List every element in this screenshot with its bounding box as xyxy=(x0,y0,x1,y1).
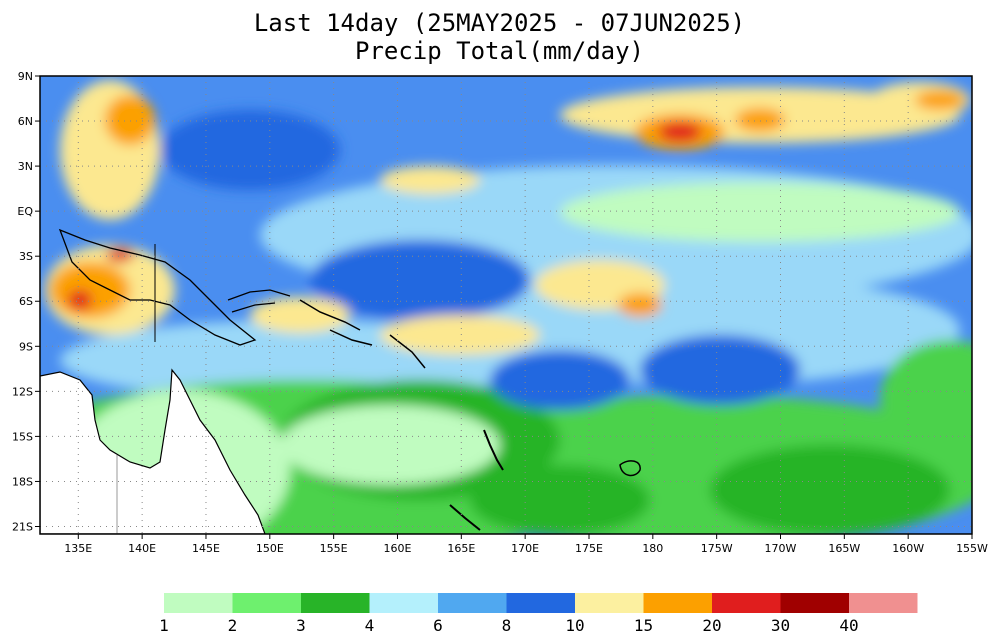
legend-label: 6 xyxy=(433,616,443,635)
legend-label: 3 xyxy=(296,616,306,635)
legend-label: 40 xyxy=(839,616,858,635)
lon-label: 165W xyxy=(828,542,860,555)
legend-label: 4 xyxy=(365,616,375,635)
lon-label: 175W xyxy=(701,542,733,555)
lon-label: 160E xyxy=(384,542,412,555)
lat-label: 6S xyxy=(19,295,33,308)
lat-label: EQ xyxy=(17,205,33,218)
lat-label: 3S xyxy=(19,250,33,263)
legend-swatch xyxy=(575,593,644,613)
lon-label: 145E xyxy=(192,542,220,555)
lat-label: 9S xyxy=(19,340,33,353)
legend-swatch xyxy=(643,593,712,613)
vanuatu-islands xyxy=(483,429,504,471)
legend-swatch xyxy=(780,593,849,613)
lon-label: 155W xyxy=(956,542,988,555)
new-caledonia xyxy=(449,504,481,531)
map-title: Last 14day (25MAY2025 - 07JUN2025) xyxy=(253,9,746,37)
lon-label: 135E xyxy=(64,542,92,555)
new-guinea-coastline xyxy=(58,228,257,346)
lat-label: 18S xyxy=(12,475,33,488)
map-subtitle: Precip Total(mm/day) xyxy=(355,37,644,65)
legend-swatch xyxy=(506,593,575,613)
lat-label: 12S xyxy=(12,385,33,398)
lon-label: 170W xyxy=(765,542,797,555)
lat-label: 9N xyxy=(18,70,33,83)
australia-coastline xyxy=(40,368,266,534)
lon-label: 165E xyxy=(447,542,475,555)
lon-label: 160W xyxy=(892,542,924,555)
lon-label: 180 xyxy=(642,542,663,555)
legend-swatch xyxy=(369,593,438,613)
lat-label: 15S xyxy=(12,430,33,443)
new-britain xyxy=(227,289,291,313)
longitude-labels: 135E 140E 145E 150E 155E 160E 165E 170E 175E 180 1… xyxy=(64,534,988,555)
fiji-islands xyxy=(619,460,641,477)
latitude-labels: 9N 6N 3N EQ 3S 6S 9S 12S 15S 18S 21S xyxy=(12,70,40,533)
legend-label: 15 xyxy=(634,616,653,635)
lat-label: 6N xyxy=(18,115,33,128)
legend-label: 20 xyxy=(702,616,721,635)
lon-label: 150E xyxy=(256,542,284,555)
lon-label: 170E xyxy=(511,542,539,555)
legend-swatch xyxy=(849,593,918,613)
map-frame xyxy=(39,75,973,535)
graticule xyxy=(40,76,972,534)
lon-label: 140E xyxy=(128,542,156,555)
lon-label: 175E xyxy=(575,542,603,555)
lon-label: 155E xyxy=(320,542,348,555)
lat-label: 21S xyxy=(12,520,33,533)
legend-label: 10 xyxy=(565,616,584,635)
legend-swatch xyxy=(164,593,233,613)
legend-label: 30 xyxy=(771,616,790,635)
legend-label: 2 xyxy=(228,616,238,635)
precip-field xyxy=(40,76,972,534)
legend-swatch xyxy=(301,593,370,613)
legend-swatch xyxy=(438,593,507,613)
lat-label: 3N xyxy=(18,160,33,173)
legend-label: 1 xyxy=(159,616,169,635)
legend-label: 8 xyxy=(502,616,512,635)
legend-swatch xyxy=(712,593,781,613)
legend-swatch xyxy=(232,593,301,613)
